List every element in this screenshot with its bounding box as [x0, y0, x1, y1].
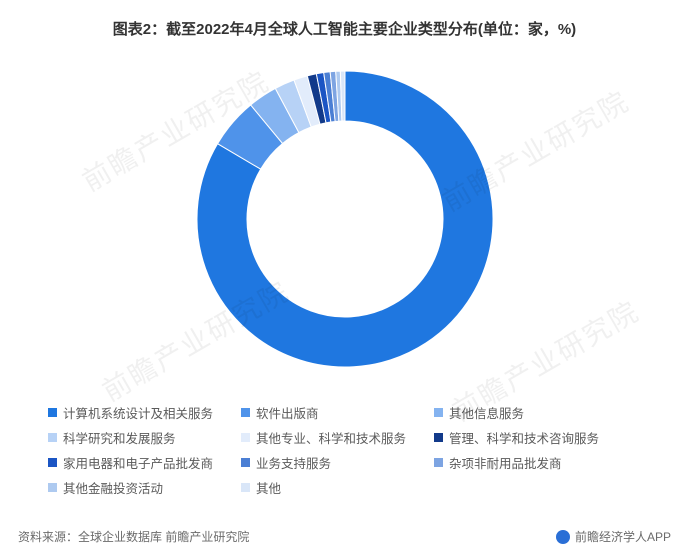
attribution-text: 前瞻经济学人APP — [575, 528, 671, 545]
legend-item: 其他 — [241, 478, 426, 497]
chart-title: 图表2：截至2022年4月全球人工智能主要企业类型分布(单位：家，%) — [0, 0, 689, 39]
legend-item: 其他金融投资活动 — [48, 478, 233, 497]
legend-item: 其他信息服务 — [434, 403, 619, 422]
qianzhan-logo-icon — [556, 530, 570, 544]
legend-item: 业务支持服务 — [241, 453, 426, 472]
legend: 计算机系统设计及相关服务 软件出版商 其他信息服务科学研究和发展服务 其他专业、科学和… — [48, 403, 689, 497]
legend-label: 其他信息服务 — [449, 403, 524, 422]
legend-swatch-icon — [434, 433, 443, 442]
legend-label: 业务支持服务 — [256, 453, 331, 472]
legend-swatch-icon — [241, 483, 250, 492]
legend-label: 管理、科学和技术咨询服务 — [449, 428, 599, 447]
legend-label: 软件出版商 — [256, 403, 319, 422]
legend-label: 其他 — [256, 478, 281, 497]
legend-swatch-icon — [48, 408, 57, 417]
legend-swatch-icon — [48, 433, 57, 442]
donut-chart — [187, 61, 503, 377]
legend-swatch-icon — [241, 458, 250, 467]
legend-label: 家用电器和电子产品批发商 — [63, 453, 213, 472]
source-text: 资料来源：全球企业数据库 前瞻产业研究院 — [18, 528, 249, 545]
legend-label: 其他专业、科学和技术服务 — [256, 428, 406, 447]
legend-swatch-icon — [48, 458, 57, 467]
legend-swatch-icon — [434, 408, 443, 417]
footer: 资料来源：全球企业数据库 前瞻产业研究院 前瞻经济学人APP — [18, 528, 671, 545]
legend-item: 管理、科学和技术咨询服务 — [434, 428, 619, 447]
legend-swatch-icon — [241, 433, 250, 442]
legend-item: 家用电器和电子产品批发商 — [48, 453, 233, 472]
legend-item: 其他专业、科学和技术服务 — [241, 428, 426, 447]
legend-label: 其他金融投资活动 — [63, 478, 163, 497]
attribution: 前瞻经济学人APP — [556, 528, 671, 545]
donut-chart-container — [0, 61, 689, 377]
legend-item: 科学研究和发展服务 — [48, 428, 233, 447]
legend-swatch-icon — [241, 408, 250, 417]
legend-label: 科学研究和发展服务 — [63, 428, 176, 447]
legend-swatch-icon — [48, 483, 57, 492]
legend-label: 计算机系统设计及相关服务 — [63, 403, 213, 422]
legend-label: 杂项非耐用品批发商 — [449, 453, 562, 472]
legend-item: 软件出版商 — [241, 403, 426, 422]
legend-item: 杂项非耐用品批发商 — [434, 453, 619, 472]
legend-item: 计算机系统设计及相关服务 — [48, 403, 233, 422]
legend-swatch-icon — [434, 458, 443, 467]
